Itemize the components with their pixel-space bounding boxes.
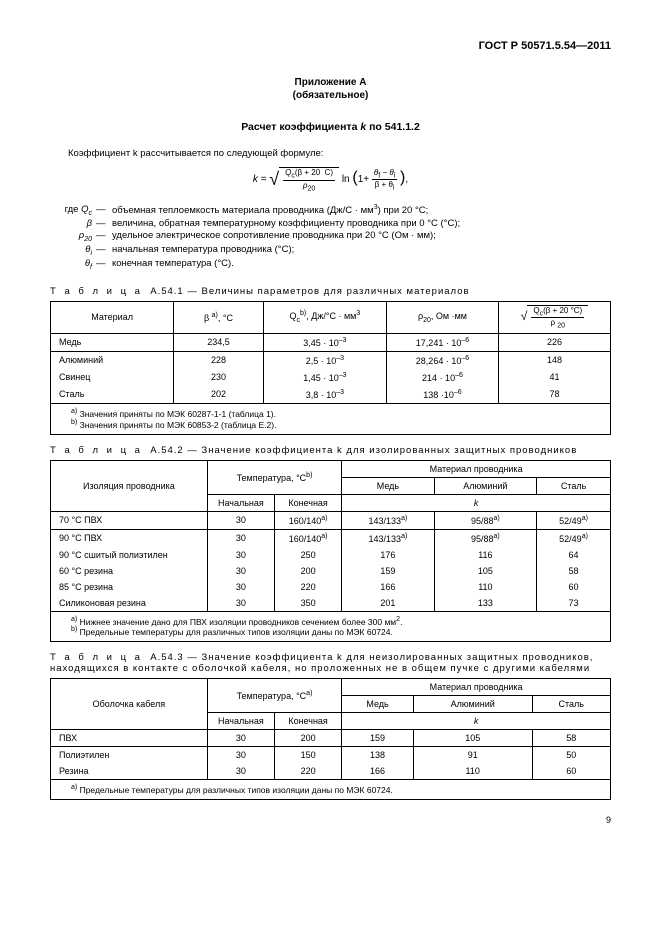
title-suffix: по 541.1.2 xyxy=(366,121,420,133)
table-row: Силиконовая резина3035020113373 xyxy=(51,595,611,612)
page-number: 9 xyxy=(50,815,611,825)
page-title: Расчет коэффициента k по 541.1.2 xyxy=(50,121,611,133)
definitions: где Qc—объемная теплоемкость материала п… xyxy=(50,204,611,271)
appendix-mandatory: (обязательное) xyxy=(50,90,611,101)
table-row: Алюминий2282,5 · 10–328,264 · 10–6148 xyxy=(51,351,611,369)
table-row: 70 °С ПВХ30160/140a)143/133a)95/88a)52/4… xyxy=(51,511,611,529)
appendix-label: Приложение A xyxy=(50,77,611,88)
table-row: Свинец2301,45 · 10–3214 · 10–641 xyxy=(51,369,611,386)
table-row: ПВХ3020015910558 xyxy=(51,730,611,747)
intro-text: Коэффициент k рассчитывается по следующе… xyxy=(50,148,611,159)
table-a541: Материал β a), °С Qcb), Дж/°С · мм3 ρ20,… xyxy=(50,301,611,435)
table3-caption: Т а б л и ц а А.54.3 — Значение коэффици… xyxy=(50,652,611,674)
formula: k = √Qc(β + 20 C)ρ20 ln (1+ θf − θiβ + θ… xyxy=(50,167,611,192)
table-row: Полиэтилен301501389150 xyxy=(51,747,611,764)
title-prefix: Расчет коэффициента xyxy=(241,121,360,133)
table-row: Медь234,53,45 · 10–317,241 · 10–6226 xyxy=(51,333,611,351)
table-row: 60 °С резина3020015910558 xyxy=(51,563,611,579)
table-a543: Оболочка кабеля Температура, °Сa) Матери… xyxy=(50,678,611,800)
table-row: 90 °С сшитый полиэтилен3025017611664 xyxy=(51,547,611,563)
table-row: Сталь2023,8 · 10–3138 ·10–678 xyxy=(51,386,611,404)
doc-number: ГОСТ Р 50571.5.54—2011 xyxy=(50,40,611,52)
table2-caption: Т а б л и ц а А.54.2 — Значение коэффици… xyxy=(50,445,611,456)
table-row: 85 °С резина3022016611060 xyxy=(51,579,611,595)
table1-caption: Т а б л и ц а А.54.1 — Величины параметр… xyxy=(50,286,611,297)
table-row: 90 °С ПВХ30160/140a)143/133a)95/88a)52/4… xyxy=(51,529,611,547)
table-row: Резина3022016611060 xyxy=(51,763,611,780)
table-a542: Изоляция проводника Температура, °Сb) Ма… xyxy=(50,460,611,643)
